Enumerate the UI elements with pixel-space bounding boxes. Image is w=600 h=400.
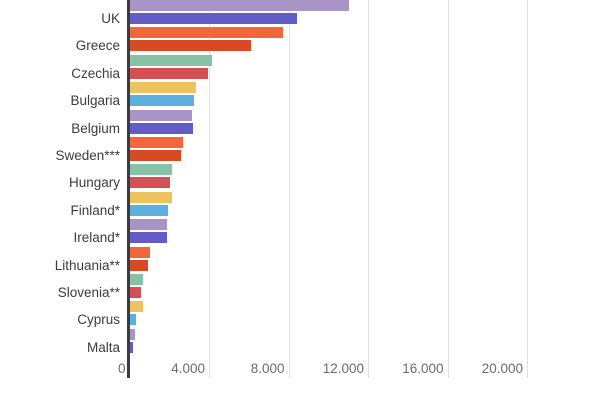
category-label: Cyprus [77, 312, 120, 328]
category-label: Sweden*** [55, 148, 120, 163]
category-label: Hungary [68, 175, 120, 191]
bar-series2 [130, 287, 142, 298]
gridline [288, 0, 290, 378]
bar-series1 [130, 109, 193, 121]
category-label: Greece [75, 38, 120, 54]
x-tick-label: 12.000 [322, 361, 364, 376]
x-tick-label: 20.000 [481, 361, 523, 376]
bar-series1 [130, 0, 349, 11]
x-tick-label: 4.000 [171, 361, 205, 376]
bar-series2 [130, 40, 252, 52]
category-label: Belgium [71, 120, 120, 136]
bar-series2 [130, 67, 208, 79]
bar-series2 [130, 122, 193, 134]
bar-series2 [130, 232, 168, 244]
category-label: Ireland* [73, 230, 120, 246]
bar-series1 [130, 219, 168, 231]
bar-series1 [130, 54, 213, 66]
category-label: Bulgaria [70, 93, 120, 109]
category-label: Czechia [71, 65, 120, 81]
bar-series1 [130, 82, 196, 94]
gridline [447, 0, 449, 378]
bar-series2 [130, 150, 182, 161]
gridline [368, 0, 369, 378]
x-tick-label: 0 [117, 361, 126, 376]
bar-series2 [130, 341, 133, 353]
y-axis-line [127, 0, 130, 378]
bar-series1 [130, 137, 183, 148]
x-tick-label: 8.000 [250, 361, 285, 376]
category-label: Malta [86, 339, 120, 355]
gridline [209, 0, 210, 378]
bar-series1 [130, 274, 143, 285]
bar-series2 [130, 204, 169, 216]
category-label: Lithuania** [54, 257, 120, 273]
bar-series1 [130, 246, 151, 258]
bar-series1 [130, 164, 172, 176]
category-label: Slovenia** [57, 285, 120, 300]
category-label: UK [101, 11, 120, 26]
bar-series2 [130, 314, 137, 326]
bar-series2 [130, 259, 148, 271]
bar-series1 [130, 328, 136, 340]
bar-series2 [130, 13, 297, 24]
gridline [527, 0, 528, 378]
x-tick-label: 16.000 [402, 361, 444, 376]
bar-series2 [130, 177, 171, 189]
category-label: Finland* [70, 202, 120, 218]
bar-series1 [130, 301, 143, 313]
bar-series1 [130, 191, 172, 203]
bar-series1 [130, 27, 284, 39]
bar-series2 [130, 95, 194, 107]
